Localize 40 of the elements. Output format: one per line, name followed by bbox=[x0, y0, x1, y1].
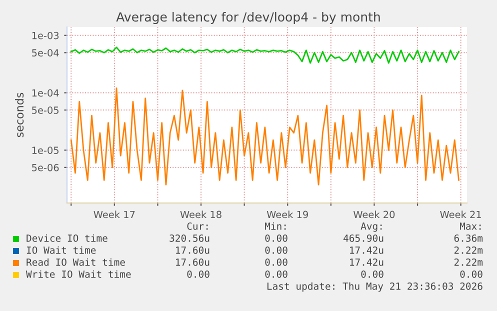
y-tick-label: 5e-05 bbox=[32, 106, 59, 114]
text: 465.90u bbox=[344, 234, 384, 242]
text: 6.36m bbox=[454, 234, 483, 242]
text: 2.22m bbox=[454, 246, 483, 254]
text: Avg: bbox=[360, 222, 382, 232]
y-tick-label: 1e-04 bbox=[32, 89, 59, 97]
text: 320.56u bbox=[170, 234, 210, 242]
text: 0.00 bbox=[187, 270, 210, 278]
legend-label: IO Wait time bbox=[26, 246, 96, 254]
text: 0.00 bbox=[265, 234, 288, 242]
y-tick-label: 1e-05 bbox=[32, 146, 59, 154]
text: 0.00 bbox=[265, 258, 288, 266]
text: Min: bbox=[264, 222, 286, 230]
text: 0.00 bbox=[460, 270, 482, 278]
text: Cur: bbox=[187, 222, 208, 230]
text: 17.60u bbox=[176, 246, 210, 254]
legend-label: Device IO time bbox=[26, 234, 108, 242]
legend-label: Write IO Wait time bbox=[26, 270, 131, 278]
x-tick-label: Week 21 bbox=[440, 210, 481, 218]
y-tick-label: 5e-04 bbox=[32, 49, 59, 56]
text: 0.00 bbox=[265, 270, 288, 278]
line-series bbox=[70, 88, 460, 186]
chart-title: Average latency for /dev/loop4 - by month bbox=[116, 12, 380, 24]
text: 17.42u bbox=[350, 246, 384, 254]
y-axis-title: seconds bbox=[15, 92, 24, 138]
line-series bbox=[70, 46, 460, 64]
y-tick-label: 5e-06 bbox=[32, 164, 59, 172]
text: Last update: Thu May 21 23:36:03 2026 bbox=[267, 282, 482, 292]
text: 2.22m bbox=[454, 258, 483, 266]
text: 17.42u bbox=[350, 258, 384, 266]
x-tick-label: Week 20 bbox=[353, 210, 395, 218]
x-tick-label: Week 19 bbox=[266, 210, 308, 218]
text: 17.60u bbox=[176, 258, 210, 266]
x-tick-label: Week 17 bbox=[94, 210, 135, 218]
text: Max: bbox=[460, 222, 481, 230]
text: 0.00 bbox=[265, 246, 288, 254]
text: 0.00 bbox=[361, 270, 384, 278]
x-tick-label: Week 18 bbox=[180, 210, 222, 218]
y-tick-label: 1e-03 bbox=[32, 32, 59, 40]
legend-label: Read IO Wait time bbox=[26, 258, 125, 266]
